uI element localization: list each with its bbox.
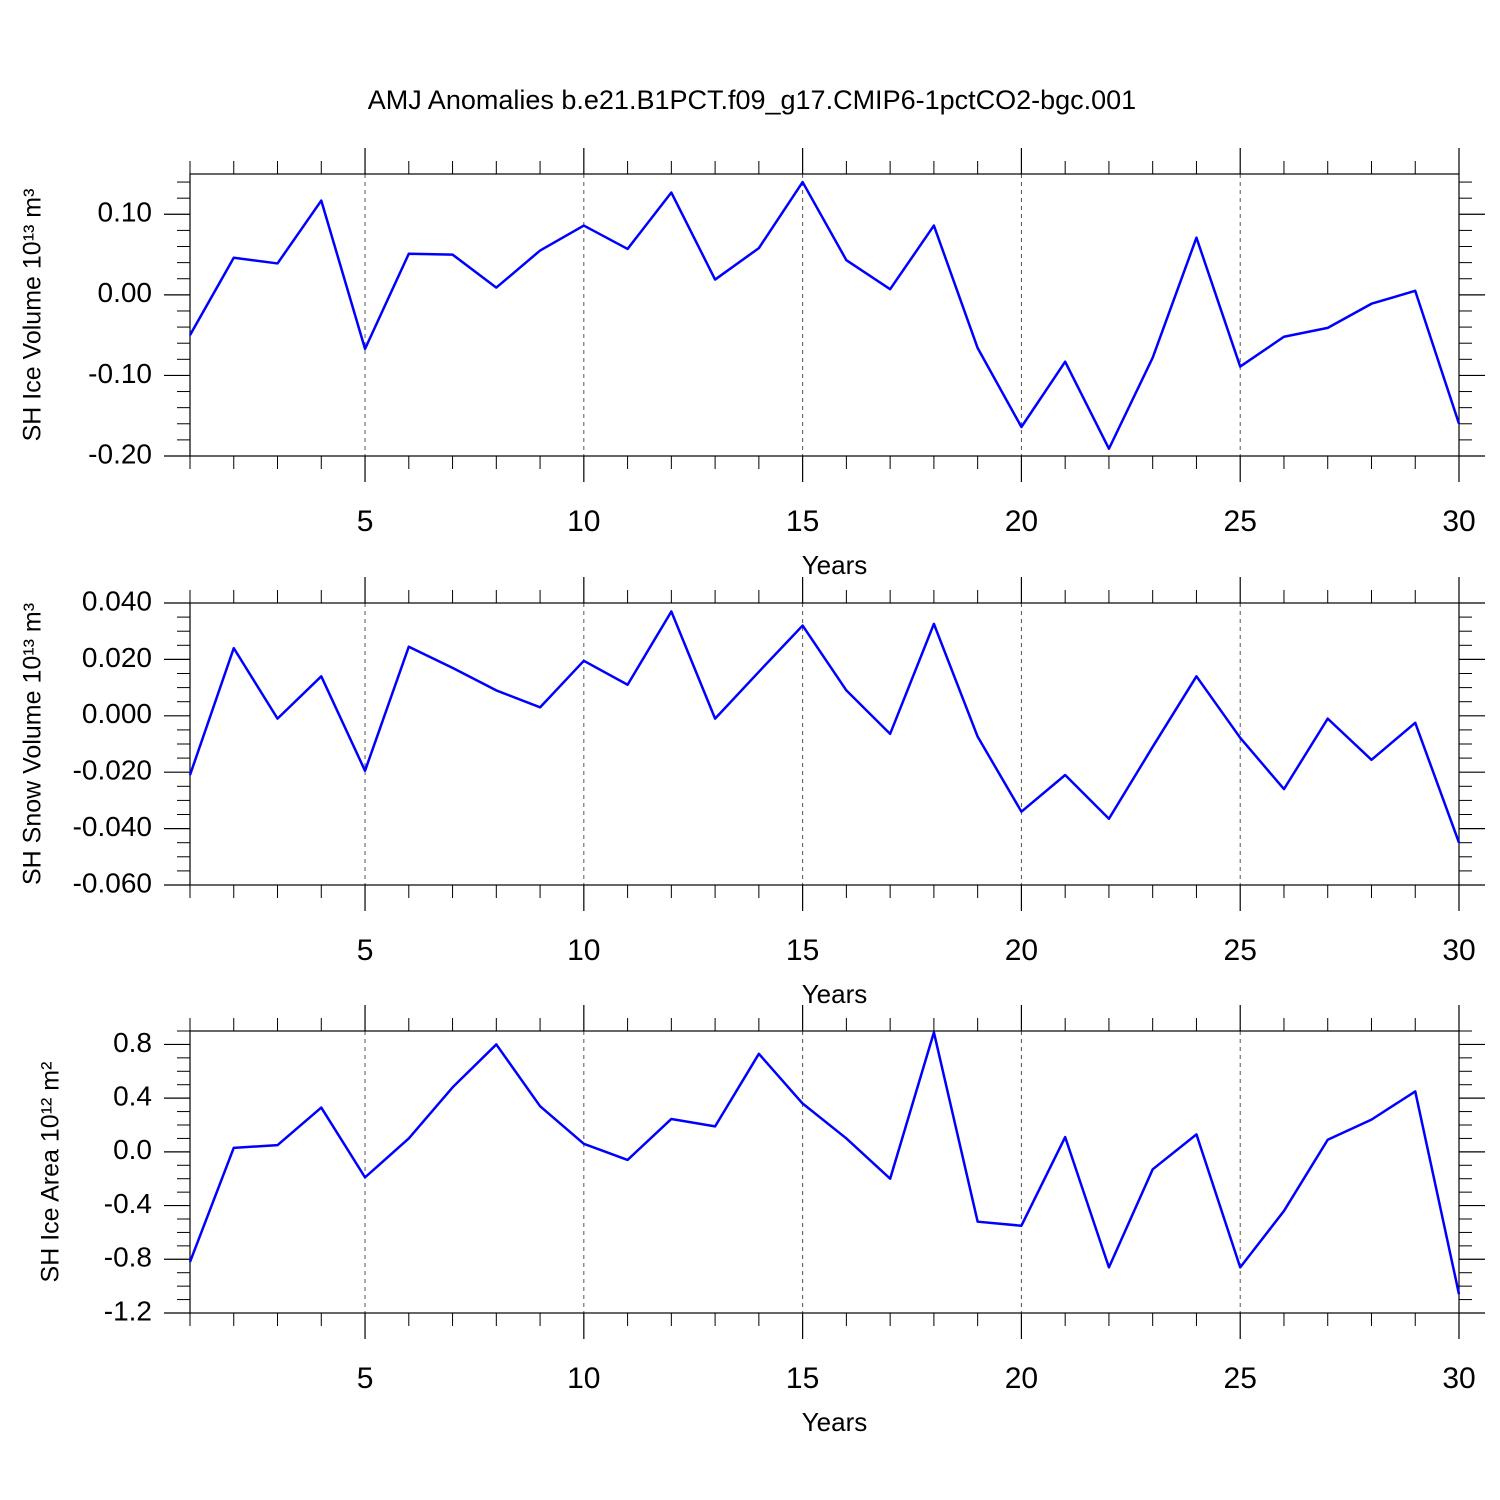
y-tick-label: -1.2 (104, 1295, 152, 1326)
y-tick-label: 0.10 (98, 197, 153, 228)
y-tick-label: 0.4 (113, 1081, 152, 1112)
y-tick-label: -0.8 (104, 1242, 152, 1273)
x-tick-label: 5 (357, 1362, 374, 1395)
y-tick-label: -0.10 (88, 358, 152, 389)
x-tick-label: 10 (567, 934, 600, 967)
chart-title: AMJ Anomalies b.e21.B1PCT.f09_g17.CMIP6-… (368, 85, 1136, 115)
x-tick-label: 30 (1442, 505, 1475, 538)
y-tick-label: 0.040 (82, 585, 152, 616)
y-tick-label: -0.020 (73, 755, 152, 786)
x-tick-label: 10 (567, 505, 600, 538)
x-tick-label: 15 (786, 934, 819, 967)
x-tick-label: 15 (786, 1362, 819, 1395)
y-tick-label: 0.00 (98, 277, 153, 308)
x-tick-label: 25 (1224, 934, 1257, 967)
y-axis-label: SH Ice Volume 10¹³ m³ (19, 189, 47, 442)
x-axis-label: Years (802, 979, 868, 1009)
x-tick-label: 5 (357, 505, 374, 538)
data-line (188, 1031, 1461, 1295)
y-axis-label: SH Snow Volume 10¹³ m³ (19, 603, 47, 885)
y-tick-label: -0.20 (88, 438, 152, 469)
plot-frame (189, 1030, 1460, 1314)
y-tick-label: 0.8 (113, 1027, 152, 1058)
x-tick-label: 25 (1224, 505, 1257, 538)
x-tick-label: 5 (357, 934, 374, 967)
y-tick-label: 0.000 (82, 698, 152, 729)
y-tick-label: -0.060 (73, 867, 152, 898)
x-tick-label: 10 (567, 1362, 600, 1395)
data-line (188, 610, 1461, 844)
x-tick-label: 30 (1442, 1362, 1475, 1395)
plot-frame (189, 173, 1460, 457)
y-tick-label: -0.4 (104, 1188, 152, 1219)
x-tick-label: 15 (786, 505, 819, 538)
x-tick-label: 20 (1005, 934, 1038, 967)
x-tick-label: 30 (1442, 934, 1475, 967)
x-axis-label: Years (802, 1407, 868, 1437)
y-tick-label: 0.0 (113, 1134, 152, 1165)
x-tick-label: 20 (1005, 505, 1038, 538)
x-tick-label: 20 (1005, 1362, 1038, 1395)
y-axis-label: SH Ice Area 10¹² m² (37, 1062, 65, 1283)
data-line (188, 180, 1461, 450)
y-tick-label: 0.020 (82, 642, 152, 673)
y-tick-label: -0.040 (73, 811, 152, 842)
plot-frame (189, 602, 1460, 886)
x-axis-label: Years (802, 550, 868, 580)
x-tick-label: 25 (1224, 1362, 1257, 1395)
